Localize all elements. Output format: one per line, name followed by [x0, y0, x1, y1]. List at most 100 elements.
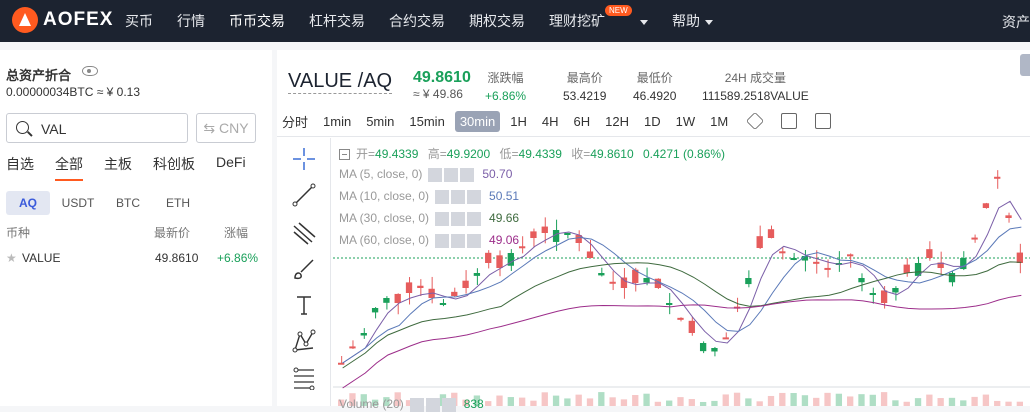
divider	[277, 136, 1030, 137]
interval-tick[interactable]: 分时	[282, 114, 309, 130]
quote-tab-aq[interactable]: AQ	[6, 191, 50, 215]
row-change: +6.86%	[217, 251, 259, 265]
logo[interactable]: AOFEX	[12, 7, 113, 33]
gear-icon[interactable]	[451, 189, 466, 204]
interval-1m[interactable]: 1M	[710, 113, 729, 129]
candlestick-chart[interactable]: 开=49.4339 高=49.9200 低=49.4339 收=49.8610 …	[333, 138, 1030, 412]
volume-bar	[541, 392, 548, 406]
interval-1d[interactable]: 1D	[643, 113, 661, 129]
nav-finance[interactable]: 理财挖矿 NEW	[549, 5, 648, 31]
stat-value: 111589.2518VALUE	[702, 89, 809, 103]
interval-1h[interactable]: 1H	[510, 113, 527, 129]
pattern-icon[interactable]	[291, 328, 317, 354]
quote-tab-btc[interactable]: BTC	[116, 196, 140, 210]
last-price-cny: ≈ ¥ 49.86	[413, 87, 463, 101]
header-symbol[interactable]: 币种	[6, 226, 31, 240]
close-icon[interactable]	[467, 189, 482, 204]
trend-line-icon[interactable]	[291, 182, 317, 208]
fibonacci-icon[interactable]	[291, 364, 317, 390]
eye-icon[interactable]	[435, 233, 450, 248]
close-icon[interactable]	[460, 167, 475, 182]
candle-body	[699, 343, 707, 352]
tab-defi[interactable]: DeFi	[216, 154, 246, 170]
ma-value: 49.06	[489, 233, 520, 247]
gear-icon[interactable]	[451, 233, 466, 248]
candle-body	[575, 235, 582, 243]
eye-icon[interactable]	[435, 211, 450, 226]
star-icon[interactable]: ★	[6, 251, 17, 265]
tab-star-board[interactable]: 科创板	[153, 156, 195, 172]
fullscreen-icon[interactable]	[815, 113, 832, 129]
nav-help-label: 帮助	[672, 13, 700, 29]
collapse-icon[interactable]	[339, 149, 350, 161]
quote-tab-usdt[interactable]: USDT	[61, 196, 95, 210]
ma-controls[interactable]	[435, 211, 483, 226]
text-icon[interactable]	[291, 292, 317, 318]
volume-bar	[858, 394, 865, 406]
low-label: 低=	[499, 147, 519, 161]
pair-title[interactable]: VALUE /AQ	[288, 70, 393, 94]
eye-icon[interactable]	[82, 66, 98, 76]
nav-help[interactable]: 帮助	[672, 11, 713, 31]
main-nav: 买币 行情 币币交易 杠杆交易 合约交易 期权交易 理财挖矿 NEW 帮助	[125, 0, 737, 42]
gear-icon[interactable]	[451, 211, 466, 226]
close-icon[interactable]	[467, 211, 482, 226]
chart-style-icon[interactable]	[781, 113, 798, 129]
close-icon[interactable]	[467, 233, 482, 248]
interval-12h[interactable]: 12H	[605, 113, 629, 129]
interval-5min[interactable]: 5min	[366, 113, 395, 129]
ma-controls[interactable]	[435, 233, 483, 248]
header-price[interactable]: 最新价	[154, 226, 191, 240]
candle-body	[813, 261, 820, 264]
volume-value: 838	[463, 397, 484, 411]
search-input[interactable]: VAL	[6, 113, 188, 143]
quote-tab-eth[interactable]: ETH	[166, 196, 190, 210]
interval-15min[interactable]: 15min	[409, 113, 445, 129]
candle-body	[880, 290, 888, 303]
nav-markets[interactable]: 行情	[177, 13, 205, 29]
volume-bar	[552, 395, 560, 406]
indicator-icon[interactable]	[746, 111, 765, 131]
interval-6h[interactable]: 6H	[573, 113, 591, 129]
eye-icon[interactable]	[409, 397, 424, 412]
header-change[interactable]: 涨幅	[224, 226, 249, 240]
nav-spot[interactable]: 币币交易	[229, 13, 285, 29]
candle-body	[541, 226, 548, 233]
crosshair-icon[interactable]	[291, 146, 317, 172]
eye-icon[interactable]	[435, 189, 450, 204]
gear-icon[interactable]	[425, 397, 440, 412]
volume-bar	[699, 401, 707, 406]
candle-body	[858, 278, 865, 283]
nav-options[interactable]: 期权交易	[469, 13, 525, 29]
nav-margin[interactable]: 杠杆交易	[309, 13, 365, 29]
interval-4h[interactable]: 4H	[541, 113, 559, 129]
brush-icon[interactable]	[291, 256, 317, 282]
ma-value: 50.70	[482, 167, 513, 181]
candle-body	[451, 291, 458, 296]
ma-controls[interactable]	[428, 167, 476, 182]
interval-1w[interactable]: 1W	[675, 113, 696, 129]
close-icon[interactable]	[441, 397, 456, 412]
candle-body	[371, 308, 379, 313]
candle-body	[926, 249, 933, 258]
nav-futures[interactable]: 合约交易	[389, 13, 445, 29]
interval-1min[interactable]: 1min	[323, 113, 352, 129]
tab-favorites[interactable]: 自选	[6, 156, 34, 172]
ma-controls[interactable]	[435, 189, 483, 204]
tab-main-board[interactable]: 主板	[104, 156, 132, 172]
eye-icon[interactable]	[428, 167, 443, 182]
nav-buy[interactable]: 买币	[125, 13, 153, 29]
candle-body	[937, 262, 944, 268]
currency-toggle-button[interactable]: ⇆ CNY	[196, 113, 256, 143]
settings-tab[interactable]	[1020, 54, 1030, 76]
pitchfork-icon[interactable]	[291, 220, 317, 246]
interval-30min[interactable]: 30min	[454, 110, 501, 132]
gear-icon[interactable]	[444, 167, 459, 182]
volume-bar	[586, 398, 594, 406]
volume-controls[interactable]	[409, 397, 458, 412]
ma-label: MA (5, close, 0)	[339, 167, 423, 181]
nav-assets[interactable]: 资产	[1002, 14, 1030, 30]
candle-body	[914, 263, 922, 276]
tab-all[interactable]: 全部	[55, 154, 83, 181]
volume-bar	[847, 396, 854, 406]
